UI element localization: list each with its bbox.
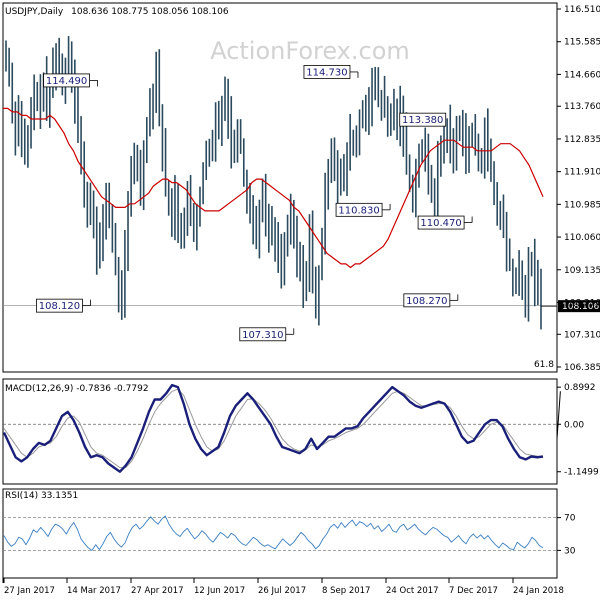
symbol-title: USDJPY,Daily bbox=[5, 7, 64, 17]
annotation-label: 108.120 bbox=[39, 301, 80, 312]
panel-frame-2 bbox=[2, 488, 558, 579]
price-tick-label: 109.135 bbox=[564, 266, 600, 276]
price-bars: 108.106 bbox=[5, 36, 600, 330]
price-tick-label: 110.060 bbox=[564, 233, 600, 243]
time-tick-label: 24 Oct 2017 bbox=[386, 586, 439, 596]
annotation-box bbox=[399, 112, 447, 127]
time-tick-label: 24 Jan 2018 bbox=[513, 586, 564, 596]
macd-tick-label: 0.00 bbox=[564, 420, 584, 430]
rsi-tick-label: 30 bbox=[564, 546, 576, 556]
time-tick-label: 26 Jul 2017 bbox=[258, 586, 306, 596]
price-tick-label: 114.660 bbox=[564, 70, 600, 80]
fib-label: 61.8 bbox=[534, 360, 554, 370]
time-tick-label: 7 Dec 2017 bbox=[449, 586, 498, 596]
annotation-box bbox=[239, 327, 287, 342]
price-tick-label: 110.985 bbox=[564, 200, 600, 210]
macd-trendline bbox=[556, 391, 561, 439]
watermark: ActionForex.com bbox=[210, 37, 410, 65]
macd-tick-label: -1.1499 bbox=[564, 468, 599, 478]
last-price-box bbox=[558, 300, 600, 313]
time-axis: 27 Jan 2017 14 Mar 2017 27 Apr 2017 12 Jun … bbox=[3, 578, 564, 596]
price-axis: 116.510 115.585 114.660 113.760 112.835 111.9… bbox=[557, 5, 600, 373]
last-price-label: 108.106 bbox=[562, 302, 599, 312]
time-tick-label: 14 Mar 2017 bbox=[67, 586, 121, 596]
annotation-label: 114.490 bbox=[46, 76, 87, 87]
annotation-box bbox=[36, 298, 83, 313]
panel-frames bbox=[2, 2, 558, 583]
rsi-tick-label: 70 bbox=[564, 514, 576, 524]
annotation-box bbox=[43, 73, 90, 88]
chart-title: USDJPY,Daily 108.636 108.775 108.056 108… bbox=[5, 7, 229, 17]
macd-tick-label: 0.8992 bbox=[564, 383, 596, 393]
macd-signal-line bbox=[3, 388, 544, 469]
rsi-line bbox=[3, 515, 544, 551]
price-tick-label: 113.760 bbox=[564, 102, 600, 112]
time-tick-label: 12 Jun 2017 bbox=[194, 586, 245, 596]
price-tick-label: 106.385 bbox=[564, 363, 600, 373]
ohlc-readout: 108.636 108.775 108.056 108.106 bbox=[71, 7, 229, 17]
panel-frame-1 bbox=[2, 378, 558, 485]
price-tick-label: 111.910 bbox=[564, 168, 600, 178]
macd-title: MACD(12,26,9) -0.7836 -0.7792 bbox=[5, 384, 149, 394]
time-tick-label: 27 Apr 2017 bbox=[131, 586, 184, 596]
annotation-label: 110.470 bbox=[420, 218, 461, 229]
annotation-label: 113.380 bbox=[402, 115, 443, 126]
sma-line bbox=[3, 107, 544, 269]
annotation-label: 108.270 bbox=[406, 296, 447, 307]
macd-line bbox=[2, 383, 544, 473]
time-tick-label: 27 Jan 2017 bbox=[4, 586, 55, 596]
price-annotations: 114.490 114.730 113.380 110.830 110.470 108.1… bbox=[36, 65, 473, 342]
macd-panel: 0.8992 0.00 -1.1499 bbox=[2, 383, 599, 478]
annotation-box bbox=[403, 293, 451, 308]
moving-average bbox=[3, 107, 544, 269]
annotation-label: 107.310 bbox=[242, 330, 283, 341]
annotation-label: 110.830 bbox=[338, 205, 379, 216]
rsi-title: RSI(14) 33.1351 bbox=[5, 491, 78, 501]
time-tick-label: 8 Sep 2017 bbox=[322, 586, 370, 596]
price-tick-label: 107.310 bbox=[564, 330, 600, 340]
annotation-box bbox=[303, 65, 351, 79]
annotation-box bbox=[335, 202, 383, 217]
price-tick-label: 112.835 bbox=[564, 135, 600, 145]
annotation-box bbox=[417, 215, 465, 230]
price-tick-label: 115.585 bbox=[564, 38, 600, 48]
annotation-label: 114.730 bbox=[306, 67, 347, 78]
price-tick-label: 116.510 bbox=[564, 5, 600, 15]
price-tick-label: 108.210 bbox=[564, 298, 600, 308]
rsi-panel: 70 30 bbox=[3, 514, 576, 556]
